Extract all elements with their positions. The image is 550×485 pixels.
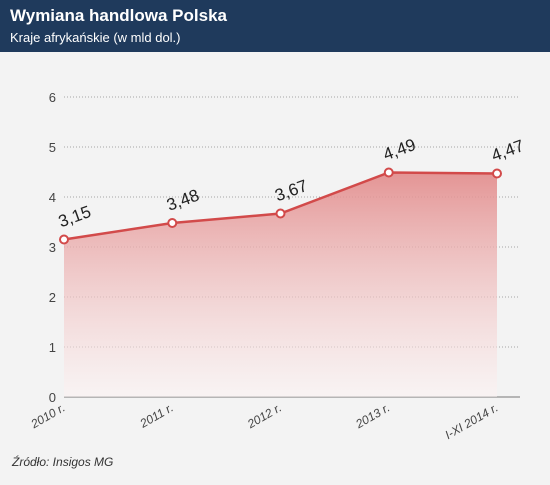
data-label: 4,49	[381, 135, 419, 164]
y-tick-label: 6	[49, 90, 56, 105]
data-label: 4,47	[489, 136, 527, 165]
x-axis-ticks: 2010 r. 2011 r. 2012 r. 2013 r. I-XI 2014 r.	[28, 400, 501, 442]
data-label: 3,67	[272, 176, 310, 205]
y-tick-label: 1	[49, 340, 56, 355]
data-point	[492, 168, 502, 179]
source-note: Źródło: Insigos MG	[12, 455, 114, 469]
y-tick-label: 2	[49, 290, 56, 305]
x-tick-label: 2010 r.	[28, 400, 68, 431]
x-tick-label: 2013 r.	[352, 400, 392, 431]
chart-subtitle: Kraje afrykańskie (w mld dol.)	[10, 30, 181, 45]
area-fill-group	[63, 171, 498, 397]
x-tick-label: 2012 r.	[244, 400, 284, 431]
data-point	[275, 208, 286, 219]
data-label: 3,15	[56, 202, 94, 231]
y-tick-label: 0	[49, 390, 56, 405]
data-label: 3,48	[164, 186, 202, 215]
y-tick-label: 3	[49, 240, 56, 255]
chart-title: Wymiana handlowa Polska	[10, 6, 227, 25]
x-tick-label: I-XI 2014 r.	[442, 400, 500, 442]
y-tick-label: 5	[49, 140, 56, 155]
data-point	[167, 218, 178, 228]
data-point	[59, 234, 69, 245]
chart-header: Wymiana handlowa Polska Kraje afrykański…	[0, 0, 550, 52]
area-fill	[64, 172, 497, 397]
x-tick-label: 2011 r.	[137, 400, 176, 431]
y-tick-label: 4	[49, 190, 56, 205]
y-axis-ticks: 0 1 2 3 4 5 6	[49, 90, 56, 405]
data-point	[383, 167, 394, 178]
data-points	[59, 167, 502, 245]
